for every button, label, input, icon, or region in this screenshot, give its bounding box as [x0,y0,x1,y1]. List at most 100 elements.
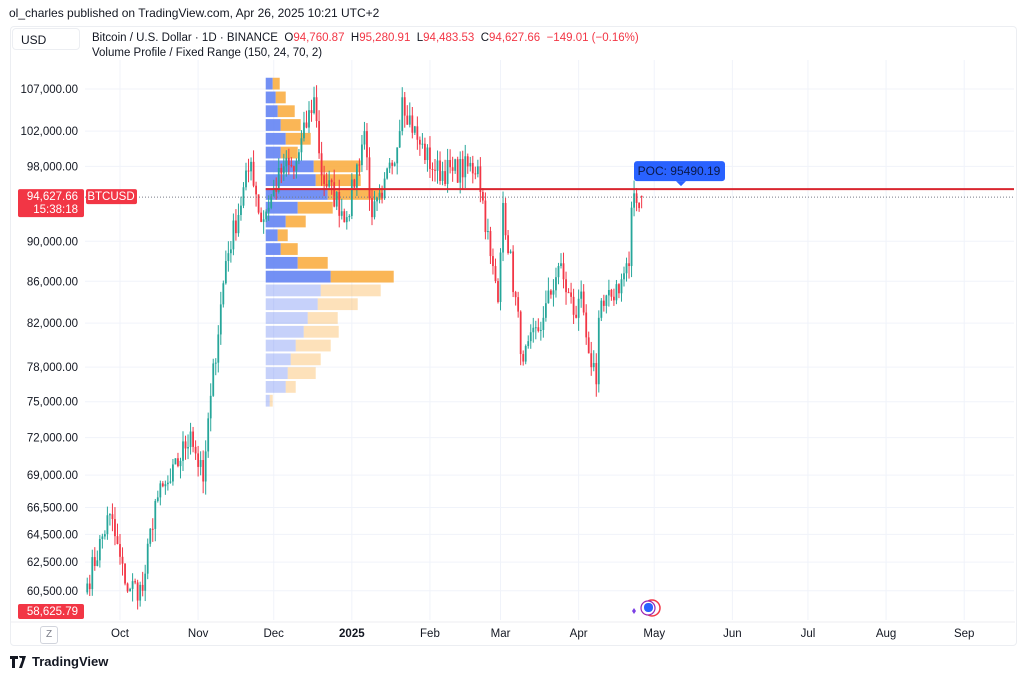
symbol-title[interactable]: Bitcoin / U.S. Dollar · 1D · BINANCE [92,32,278,44]
volume-profile-up-bar [265,394,270,407]
candle-body [504,202,507,236]
candle-body [459,158,462,183]
candle-body [519,311,522,355]
candle-body [592,363,595,368]
candle-body [109,514,111,516]
volume-profile-up-bar [265,381,286,393]
candle-body [418,139,421,145]
candle-body [267,207,270,212]
candle-body [237,214,240,234]
candle-body [290,165,293,167]
candle-body [590,353,593,368]
candle-body [411,115,414,133]
candle-body [406,115,409,125]
candle-body [325,184,328,187]
candle-body [408,115,411,125]
candle-body [315,97,318,121]
volume-profile-down-bar [320,284,381,297]
candle-body [607,289,610,296]
candle-body [129,588,131,592]
volume-profile-down-bar [290,353,321,366]
candle-body [640,195,643,198]
zoom-mode-button[interactable]: Z [40,626,58,644]
candle-body [610,289,613,297]
volume-profile-down-bar [303,325,339,338]
candle-body [597,317,600,385]
volume-profile-down-bar [272,77,280,90]
candle-body [557,266,560,278]
candle-body [139,584,142,601]
candle-body [585,312,588,338]
volume-profile-up-bar [265,188,328,200]
candle-body [431,168,434,170]
volume-profile-down-bar [297,201,333,214]
indicator-title[interactable]: Volume Profile / Fixed Range (150, 24, 7… [92,47,323,59]
candle-body [318,120,320,154]
price-tick-label: 82,000.00 [27,318,78,330]
candle-body [280,168,283,174]
candle-body [522,354,525,362]
candle-body [638,202,641,209]
candle-body [635,193,638,203]
candle-body [98,538,101,561]
candle-body [378,192,381,198]
volume-profile-up-bar [265,119,281,131]
candle-body [292,166,295,171]
sparkle-icon [632,608,636,614]
volume-profile-up-bar [265,229,278,242]
candle-body [424,143,426,161]
candle-body [628,263,630,267]
time-tick-label: Apr [570,628,588,640]
candle-body [489,231,492,257]
candle-body [285,157,288,167]
candle-body [484,200,487,233]
candle-body [502,202,504,253]
time-tick-label: Aug [876,628,896,640]
last-price-badge [18,189,84,218]
candle-body [86,583,89,593]
candle-body [219,304,222,335]
candle-body [355,164,358,188]
candle-body [441,171,444,181]
candle-body [451,167,454,171]
candle-body [116,536,119,544]
candle-body [343,211,346,223]
candle-body [323,175,326,185]
candle-body [330,180,333,183]
candle-body [487,231,489,233]
candle-body [320,153,323,176]
volume-profile-up-bar [265,132,286,145]
volume-profile-down-bar [313,160,361,173]
candle-body [560,263,562,267]
candle-body [509,251,512,253]
candle-body [544,303,547,318]
volume-profile-up-bar [265,215,286,228]
us-flag-icon [644,603,653,612]
candle-body [111,514,114,520]
candle-body [207,418,210,452]
candle-body [134,581,137,583]
candle-body [149,528,152,544]
volume-profile-up-bar [265,77,273,90]
candle-body [358,164,361,166]
volume-profile-down-bar [280,243,298,255]
candle-body [476,166,479,175]
candle-body [229,249,232,254]
ticker-badge [86,189,137,205]
time-tick-label: Nov [188,628,209,640]
candle-body [209,395,212,419]
price-tick-label: 69,000.00 [27,470,78,482]
volume-profile-up-bar [265,284,321,297]
volume-profile-up-bar [265,160,314,173]
volume-profile-up-bar [265,174,316,187]
last-price-value: 94,627.66 [27,191,78,203]
currency-button[interactable]: USD [12,28,80,50]
publisher-line: ol_charles published on TradingView.com,… [9,6,380,20]
candle-body [131,581,134,589]
candle-body [232,220,235,250]
price-tick-label: 102,000.00 [20,126,78,138]
close-label: C [480,32,490,44]
price-tick-label: 62,500.00 [27,557,78,569]
candle-body [550,290,552,295]
